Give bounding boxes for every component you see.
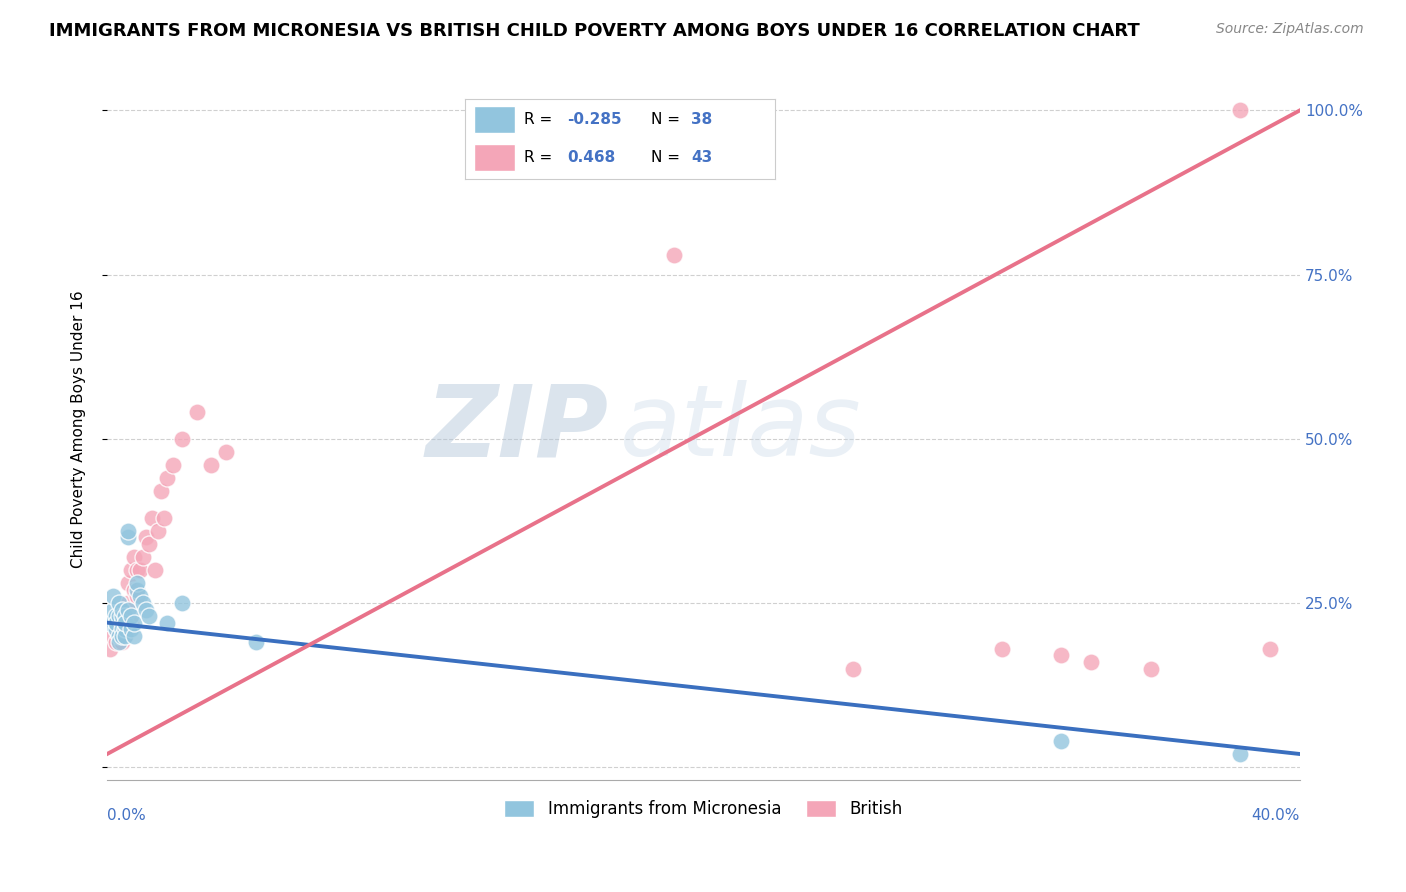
Point (1140, 662, 1163, 676)
Point (122, 582, 145, 597)
Point (117, 576, 139, 591)
Point (120, 609, 142, 624)
Point (152, 510, 174, 524)
Point (105, 635, 128, 649)
Point (111, 635, 134, 649)
Point (101, 602, 124, 616)
Point (111, 609, 134, 624)
Point (122, 615, 145, 630)
Point (117, 602, 139, 616)
Point (132, 549, 155, 564)
Point (135, 602, 157, 616)
Point (111, 615, 134, 630)
Point (114, 609, 136, 624)
Point (991, 641, 1014, 656)
Point (162, 458, 184, 472)
Point (215, 445, 238, 459)
Text: Source: ZipAtlas.com: Source: ZipAtlas.com (1216, 22, 1364, 37)
Point (143, 563, 166, 577)
Point (125, 582, 148, 597)
Point (98, 641, 121, 656)
Point (111, 622, 134, 636)
Point (98, 615, 121, 630)
Point (101, 590, 124, 604)
Point (141, 510, 163, 524)
Point (841, 662, 863, 676)
Point (138, 537, 160, 551)
Point (114, 629, 136, 643)
Point (170, 596, 193, 610)
Point (1258, 641, 1281, 656)
Point (108, 635, 131, 649)
Point (117, 524, 139, 538)
Point (114, 622, 136, 636)
Point (138, 609, 160, 624)
Point (1229, 103, 1251, 118)
Point (108, 629, 131, 643)
Point (114, 609, 136, 624)
Point (1050, 734, 1073, 748)
Point (111, 602, 134, 616)
Point (662, 248, 685, 262)
Point (170, 432, 193, 446)
Point (132, 596, 155, 610)
Point (114, 615, 136, 630)
Point (111, 622, 134, 636)
Point (108, 596, 131, 610)
Y-axis label: Child Poverty Among Boys Under 16: Child Poverty Among Boys Under 16 (72, 290, 86, 567)
Point (156, 471, 179, 485)
Point (128, 563, 150, 577)
Point (146, 524, 169, 538)
Point (186, 405, 208, 419)
Point (125, 590, 148, 604)
Point (1229, 747, 1251, 761)
Point (120, 622, 142, 636)
Point (122, 629, 145, 643)
Point (114, 622, 136, 636)
Point (200, 458, 222, 472)
Point (114, 629, 136, 643)
Point (120, 615, 142, 630)
Point (125, 576, 148, 591)
Text: atlas: atlas (620, 380, 862, 477)
Point (105, 609, 128, 624)
Point (128, 590, 150, 604)
Point (1050, 648, 1073, 663)
Point (111, 615, 134, 630)
Point (125, 563, 148, 577)
Point (135, 530, 157, 544)
Point (105, 622, 128, 636)
Point (117, 530, 139, 544)
Point (120, 563, 142, 577)
Point (114, 615, 136, 630)
Text: 40.0%: 40.0% (1251, 808, 1301, 823)
Point (156, 615, 179, 630)
Point (149, 484, 172, 499)
Text: ZIP: ZIP (425, 380, 609, 477)
Point (108, 615, 131, 630)
Point (105, 622, 128, 636)
Point (122, 549, 145, 564)
Point (117, 596, 139, 610)
Point (105, 615, 128, 630)
Legend: Immigrants from Micronesia, British: Immigrants from Micronesia, British (498, 793, 910, 825)
Point (101, 629, 124, 643)
Point (245, 635, 267, 649)
Text: 0.0%: 0.0% (107, 808, 146, 823)
Point (108, 629, 131, 643)
Point (111, 629, 134, 643)
Text: IMMIGRANTS FROM MICRONESIA VS BRITISH CHILD POVERTY AMONG BOYS UNDER 16 CORRELAT: IMMIGRANTS FROM MICRONESIA VS BRITISH CH… (49, 22, 1140, 40)
Point (1080, 655, 1102, 669)
Point (108, 609, 131, 624)
